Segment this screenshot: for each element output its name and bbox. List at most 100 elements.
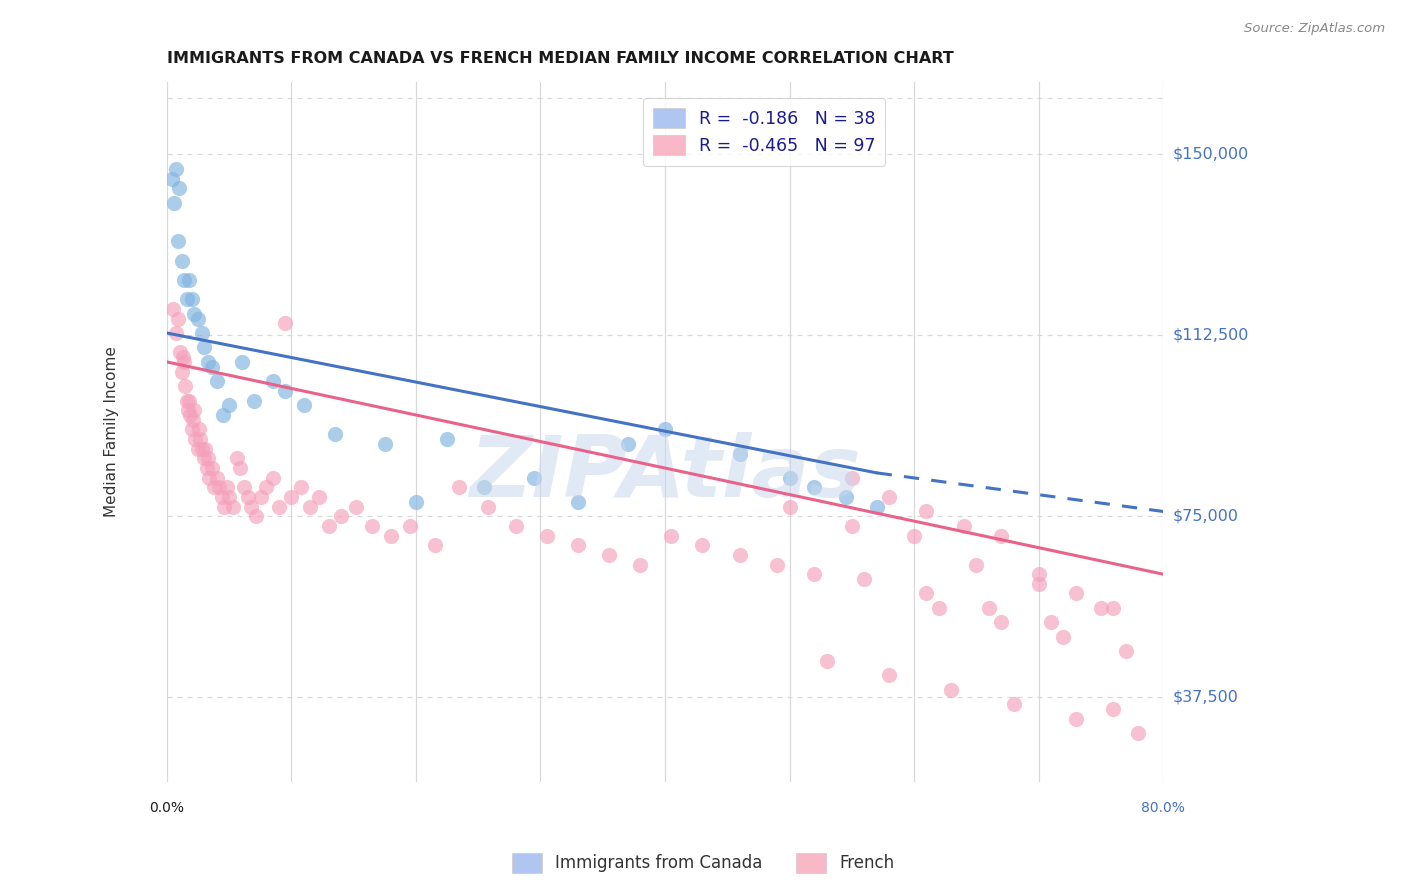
Point xyxy=(941,682,963,697)
Point xyxy=(903,528,925,542)
Point xyxy=(183,403,205,417)
Point xyxy=(536,528,558,542)
Point xyxy=(173,355,195,369)
Point xyxy=(202,480,225,494)
Point xyxy=(841,519,863,533)
Text: ZIPAtlas: ZIPAtlas xyxy=(470,433,860,516)
Legend: Immigrants from Canada, French: Immigrants from Canada, French xyxy=(505,847,901,880)
Point xyxy=(692,538,714,552)
Point xyxy=(190,326,212,340)
Point xyxy=(477,500,499,514)
Point xyxy=(928,601,950,615)
Point xyxy=(250,490,273,504)
Point xyxy=(1115,644,1137,658)
Point xyxy=(215,480,238,494)
Text: $37,500: $37,500 xyxy=(1173,690,1239,705)
Point xyxy=(616,437,638,451)
Point xyxy=(423,538,446,552)
Point xyxy=(165,161,187,176)
Point xyxy=(803,480,825,494)
Point xyxy=(205,471,228,485)
Point xyxy=(201,359,224,374)
Text: Median Family Income: Median Family Income xyxy=(104,346,120,517)
Point xyxy=(1064,712,1087,726)
Point xyxy=(308,490,330,504)
Point xyxy=(176,393,198,408)
Text: $112,500: $112,500 xyxy=(1173,328,1250,343)
Point xyxy=(169,345,191,359)
Point xyxy=(505,519,527,533)
Point xyxy=(1002,698,1025,712)
Point xyxy=(292,398,315,412)
Point xyxy=(330,509,353,524)
Point xyxy=(398,519,420,533)
Point xyxy=(170,253,193,268)
Point xyxy=(659,528,682,542)
Point xyxy=(245,509,267,524)
Text: $75,000: $75,000 xyxy=(1173,508,1239,524)
Point xyxy=(877,490,900,504)
Point xyxy=(193,341,215,355)
Text: Source: ZipAtlas.com: Source: ZipAtlas.com xyxy=(1244,22,1385,36)
Point xyxy=(211,490,233,504)
Point xyxy=(1102,601,1125,615)
Point xyxy=(229,461,252,475)
Point xyxy=(177,403,200,417)
Point xyxy=(167,181,190,195)
Point xyxy=(170,365,193,379)
Point xyxy=(190,432,212,446)
Point xyxy=(1090,601,1112,615)
Point xyxy=(280,490,302,504)
Point xyxy=(834,490,856,504)
Point xyxy=(567,495,589,509)
Point xyxy=(180,292,202,306)
Point xyxy=(728,548,751,562)
Point xyxy=(815,654,838,668)
Point xyxy=(323,427,346,442)
Point xyxy=(1052,630,1074,644)
Point xyxy=(990,615,1012,630)
Point xyxy=(167,235,190,249)
Point xyxy=(274,384,297,398)
Point xyxy=(628,558,651,572)
Point xyxy=(779,500,801,514)
Point xyxy=(193,451,215,466)
Point xyxy=(190,442,212,456)
Point xyxy=(176,292,198,306)
Point xyxy=(212,500,235,514)
Point xyxy=(298,500,321,514)
Point xyxy=(165,326,187,340)
Point xyxy=(197,355,219,369)
Point xyxy=(654,422,676,436)
Point xyxy=(1028,567,1050,582)
Point xyxy=(1128,726,1150,740)
Point xyxy=(1040,615,1063,630)
Point xyxy=(990,528,1012,542)
Point xyxy=(841,471,863,485)
Point xyxy=(218,490,240,504)
Point xyxy=(1028,577,1050,591)
Point xyxy=(853,572,876,586)
Text: $150,000: $150,000 xyxy=(1173,147,1250,162)
Point xyxy=(179,273,201,287)
Point xyxy=(187,442,209,456)
Point xyxy=(195,461,218,475)
Point xyxy=(243,393,266,408)
Point xyxy=(523,471,546,485)
Point xyxy=(274,316,297,330)
Point xyxy=(172,350,194,364)
Text: IMMIGRANTS FROM CANADA VS FRENCH MEDIAN FAMILY INCOME CORRELATION CHART: IMMIGRANTS FROM CANADA VS FRENCH MEDIAN … xyxy=(167,51,953,66)
Point xyxy=(965,558,987,572)
Point xyxy=(380,528,402,542)
Point xyxy=(231,355,253,369)
Point xyxy=(163,195,186,210)
Text: 0.0%: 0.0% xyxy=(149,801,184,815)
Point xyxy=(344,500,367,514)
Point xyxy=(181,413,204,427)
Point xyxy=(1102,702,1125,716)
Point xyxy=(225,451,247,466)
Point xyxy=(173,273,195,287)
Point xyxy=(174,379,197,393)
Point xyxy=(262,471,284,485)
Point xyxy=(977,601,1000,615)
